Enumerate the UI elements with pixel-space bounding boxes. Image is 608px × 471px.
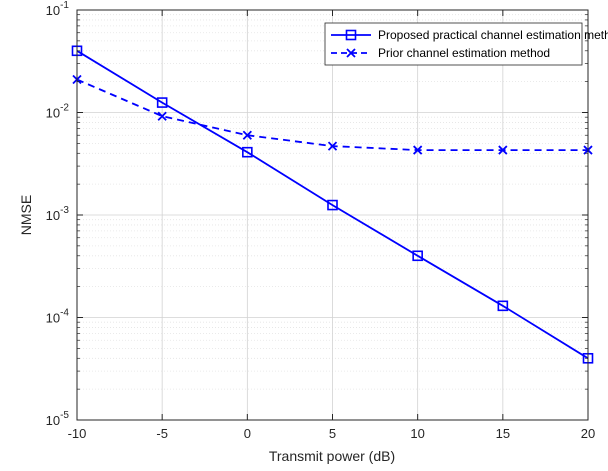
y-tick-label-base: 10 [46, 208, 60, 223]
data-point [412, 250, 423, 262]
legend-entry: Proposed practical channel estimation me… [331, 28, 608, 42]
series-1 [71, 45, 594, 364]
legend-label: Proposed practical channel estimation me… [378, 28, 608, 42]
legend-marker [346, 48, 356, 58]
series-2 [72, 74, 593, 155]
data-point [413, 145, 423, 155]
data-point [497, 300, 509, 312]
x-axis-label: Transmit power (dB) [269, 448, 395, 464]
legend-entry: Prior channel estimation method [331, 46, 550, 60]
y-tick-label-exponent: -4 [60, 308, 69, 319]
data-point [157, 111, 167, 121]
legend-label: Prior channel estimation method [378, 46, 550, 60]
y-tick-label-base: 10 [46, 413, 60, 428]
data-point [156, 97, 168, 108]
series-layer [71, 45, 594, 364]
y-tick-label-base: 10 [46, 3, 60, 18]
x-tick-label: 0 [244, 426, 251, 441]
data-point [327, 141, 338, 151]
x-tick-label: 20 [581, 426, 595, 441]
x-tick-label: 5 [329, 426, 336, 441]
data-point [242, 146, 253, 158]
data-point [327, 199, 338, 211]
y-tick-label: 10-2 [46, 103, 70, 121]
axis-ticks [76, 9, 589, 421]
y-tick-label-exponent: -5 [60, 410, 69, 421]
y-tick-label: 10-5 [46, 410, 70, 428]
y-tick-labels: 10-510-410-310-210-1 [46, 0, 70, 428]
y-tick-label-exponent: -1 [60, 0, 69, 11]
legend: Proposed practical channel estimation me… [324, 22, 608, 66]
legend-box [324, 22, 583, 66]
y-tick-label: 10-1 [46, 0, 70, 18]
data-point [498, 145, 508, 155]
y-tick-label-exponent: -3 [60, 205, 69, 216]
legend-marker [345, 29, 357, 41]
y-tick-label-base: 10 [46, 311, 60, 326]
data-point [242, 130, 252, 140]
y-axis-label: NMSE [18, 195, 34, 235]
x-tick-labels: -10 -5 0 5 10 15 20 [68, 426, 596, 441]
y-tick-label: 10-4 [46, 308, 70, 326]
y-tick-label-base: 10 [46, 106, 60, 121]
y-tick-label-exponent: -2 [60, 103, 69, 114]
y-tick-label: 10-3 [46, 205, 70, 223]
x-tick-label: -10 [68, 426, 87, 441]
x-tick-label: -5 [156, 426, 168, 441]
x-tick-label: 10 [410, 426, 424, 441]
x-tick-label: 15 [496, 426, 510, 441]
series-line [76, 50, 589, 360]
